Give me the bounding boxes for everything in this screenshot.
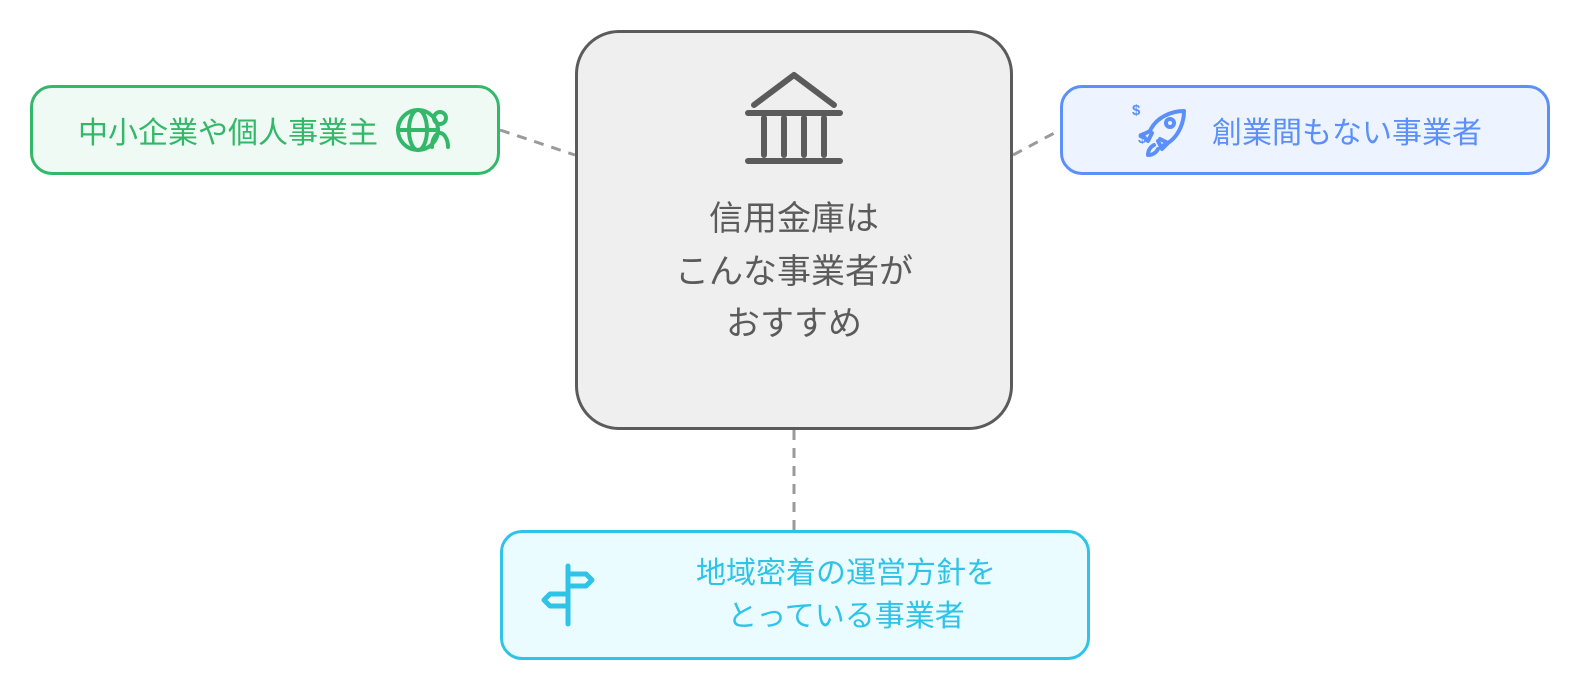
- svg-text:$: $: [1138, 130, 1147, 147]
- svg-text:$: $: [1132, 102, 1141, 119]
- centre-text: 信用金庫は こんな事業者が おすすめ: [675, 193, 913, 351]
- centre-card: 信用金庫は こんな事業者が おすすめ: [575, 30, 1013, 430]
- left-label: 中小企業や個人事業主: [78, 108, 378, 152]
- left-card: 中小企業や個人事業主: [30, 85, 500, 175]
- centre-line-2: こんな事業者が: [675, 246, 913, 299]
- right-card: $ $ 創業間もない事業者: [1060, 85, 1550, 175]
- centre-line-3: おすすめ: [675, 298, 913, 351]
- diagram-stage: 信用金庫は こんな事業者が おすすめ 中小企業や個人事業主: [0, 0, 1588, 678]
- bottom-card: 地域密着の運営方針を とっている事業者: [500, 530, 1090, 660]
- globe-person-icon: [394, 101, 452, 159]
- signpost-icon: [541, 560, 595, 630]
- bottom-text: 地域密着の運営方針を とっている事業者: [635, 552, 1087, 639]
- bottom-line-2: とっている事業者: [635, 595, 1057, 639]
- centre-line-1: 信用金庫は: [675, 193, 913, 246]
- bank-icon: [734, 63, 854, 173]
- right-label: 創業間もない事業者: [1212, 108, 1482, 152]
- rocket-money-icon: $ $: [1128, 101, 1190, 159]
- bottom-line-1: 地域密着の運営方針を: [635, 552, 1057, 596]
